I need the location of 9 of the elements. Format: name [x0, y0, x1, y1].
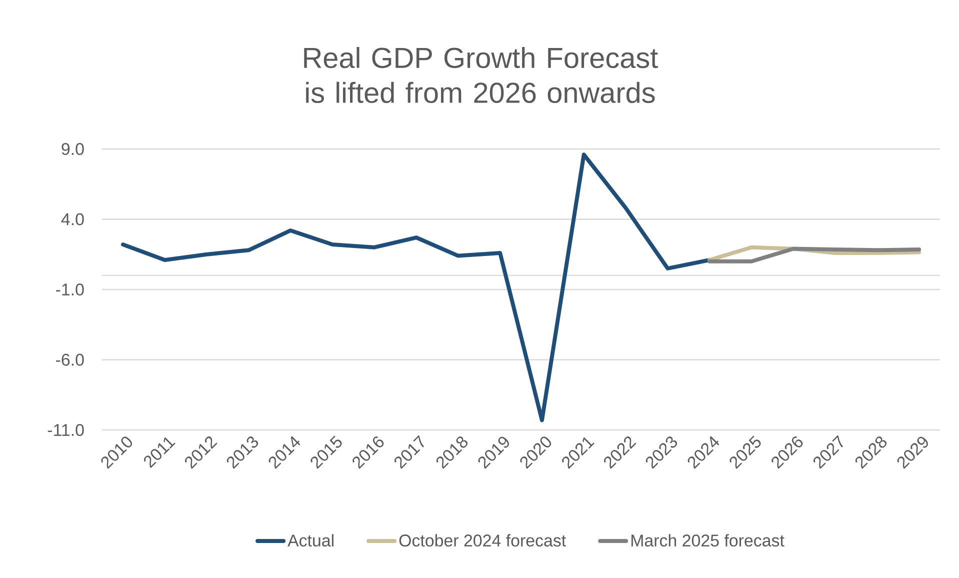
legend-label: October 2024 forecast — [399, 534, 566, 547]
chart-title: Real GDP Growth Forecast is lifted from 2026 onwards — [304, 46, 658, 104]
y-tick-label: -1.0 — [56, 284, 84, 296]
y-tick-label: 9.0 — [62, 143, 84, 155]
legend-label: March 2025 forecast — [631, 534, 784, 547]
legend-label: Actual — [288, 534, 334, 547]
y-tick-label: -11.0 — [48, 424, 84, 436]
y-tick-label: -6.0 — [56, 354, 84, 366]
y-tick-label: 4.0 — [61, 213, 84, 226]
